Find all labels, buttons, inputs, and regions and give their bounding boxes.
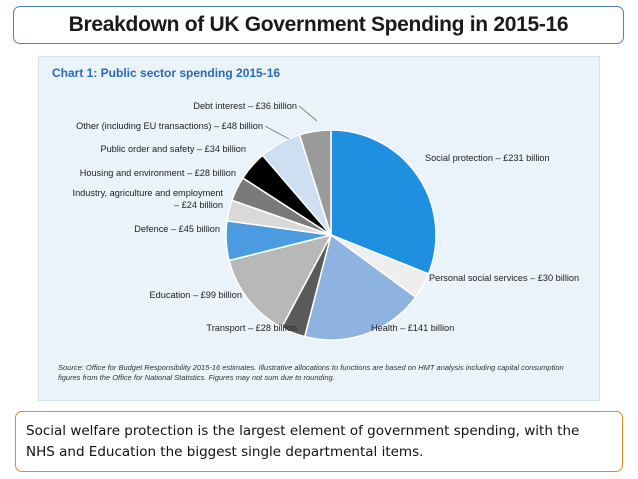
slide-title-box: Breakdown of UK Government Spending in 2…: [13, 6, 624, 44]
chart-source-note: Source: Office for Budget Responsibility…: [58, 363, 564, 382]
slide-title: Breakdown of UK Government Spending in 2…: [68, 13, 569, 36]
slice-label: Debt interest – £36 billion: [193, 101, 297, 111]
slice-label: Other (including EU transactions) – £48 …: [76, 121, 263, 131]
pie-slices: [225, 129, 437, 341]
caption-box: Social welfare protection is the largest…: [15, 411, 623, 472]
slice-label: Health – £141 billion: [371, 323, 454, 333]
chart-figure: Chart 1: Public sector spending 2015-16 …: [38, 56, 600, 401]
slice-label: Social protection – £231 billion: [425, 153, 550, 163]
leader-line: [298, 105, 318, 122]
pie-slice: [330, 129, 437, 275]
leader-line: [264, 125, 290, 140]
slice-label: Housing and environment – £28 billion: [80, 168, 236, 178]
slice-label: Transport – £28 billion: [206, 323, 297, 333]
slice-labels: Social protection – £231 billion Personal…: [73, 101, 580, 333]
caption-text: Social welfare protection is the largest…: [26, 423, 580, 460]
chart-title: Chart 1: Public sector spending 2015-16: [52, 66, 281, 80]
pie-chart: Social protection – £231 billion Personal…: [73, 101, 580, 341]
slice-label: Education – £99 billion: [150, 290, 242, 300]
leader-lines: [264, 105, 318, 140]
pie-slice: [303, 233, 417, 341]
slice-label: Defence – £45 billion: [134, 224, 220, 234]
slice-label: Public order and safety – £34 billion: [100, 144, 246, 154]
pie-slice: [228, 233, 333, 329]
slice-label: Industry, agriculture and employment – £2…: [73, 188, 224, 210]
slice-label: Personal social services – £30 billion: [429, 273, 579, 283]
pie-slice: [298, 129, 332, 236]
